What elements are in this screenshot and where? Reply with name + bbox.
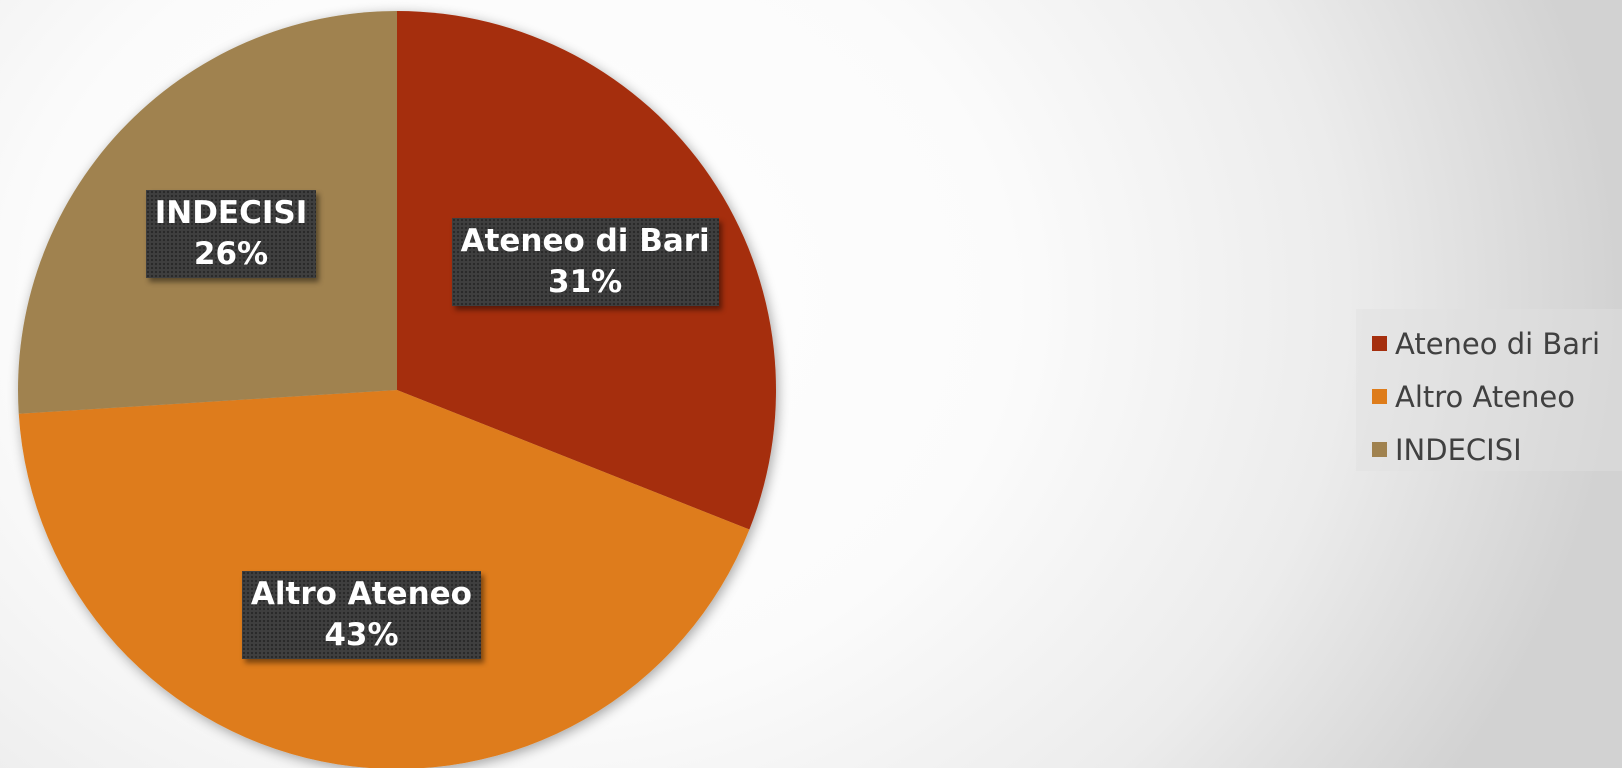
data-label-percent: 26% <box>193 236 269 273</box>
legend-label: Ateneo di Bari <box>1395 326 1601 361</box>
data-label-category: Ateneo di Bari <box>460 223 710 260</box>
data-label-percent: 43% <box>324 616 399 653</box>
legend-swatch <box>1372 389 1387 404</box>
legend-swatch <box>1372 336 1387 351</box>
data-label-category: INDECISI <box>154 195 308 232</box>
legend-swatch <box>1372 442 1387 457</box>
legend-label: Altro Ateneo <box>1395 379 1576 414</box>
data-label-indecisi: INDECISI 26% <box>145 190 317 279</box>
data-label-percent: 31% <box>548 264 623 301</box>
data-label-altro-ateneo: Altro Ateneo 43% <box>241 570 481 659</box>
legend-item-altro-ateneo[interactable]: Altro Ateneo <box>1372 370 1622 423</box>
legend-item-ateneo-di-bari[interactable]: Ateneo di Bari <box>1372 317 1622 370</box>
legend-label: INDECISI <box>1395 432 1522 467</box>
data-label-ateneo-di-bari: Ateneo di Bari 31% <box>451 218 719 307</box>
chart-legend: Ateneo di Bari Altro Ateneo INDECISI <box>1356 309 1622 471</box>
data-label-category: Altro Ateneo <box>250 575 472 612</box>
legend-item-indecisi[interactable]: INDECISI <box>1372 423 1622 476</box>
